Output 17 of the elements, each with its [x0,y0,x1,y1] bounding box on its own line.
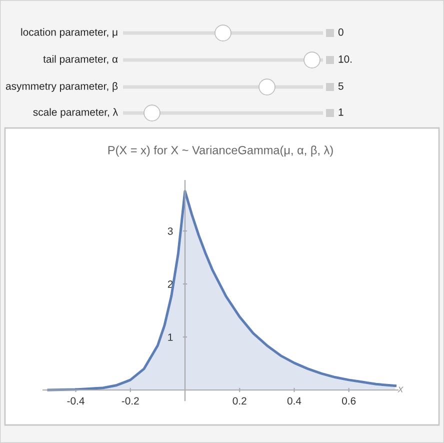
x-tick-label: 0.6 [342,397,356,405]
text: scale parameter, λ [33,108,118,118]
text: asymmetry parameter, β [6,82,118,92]
x-tick-label: 0.2 [232,397,246,405]
text: 5 [338,82,344,90]
chart-title: P(X = x) for X ~ VarianceGamma(μ, α, β, λ) [108,146,333,157]
x-tick-label: -0.4 [67,397,84,405]
text: 0 [338,28,344,36]
y-tick-label: 1 [168,334,173,341]
y-tick-label: 3 [168,227,173,235]
x-tick-label: 0.4 [287,397,302,405]
text: 1 [338,108,344,116]
x-axis-title: x [398,386,404,392]
text: tail parameter, α [43,55,118,65]
text: location parameter, μ [21,28,118,38]
x-tick-label: -0.2 [122,397,139,405]
text: 10. [338,55,352,63]
